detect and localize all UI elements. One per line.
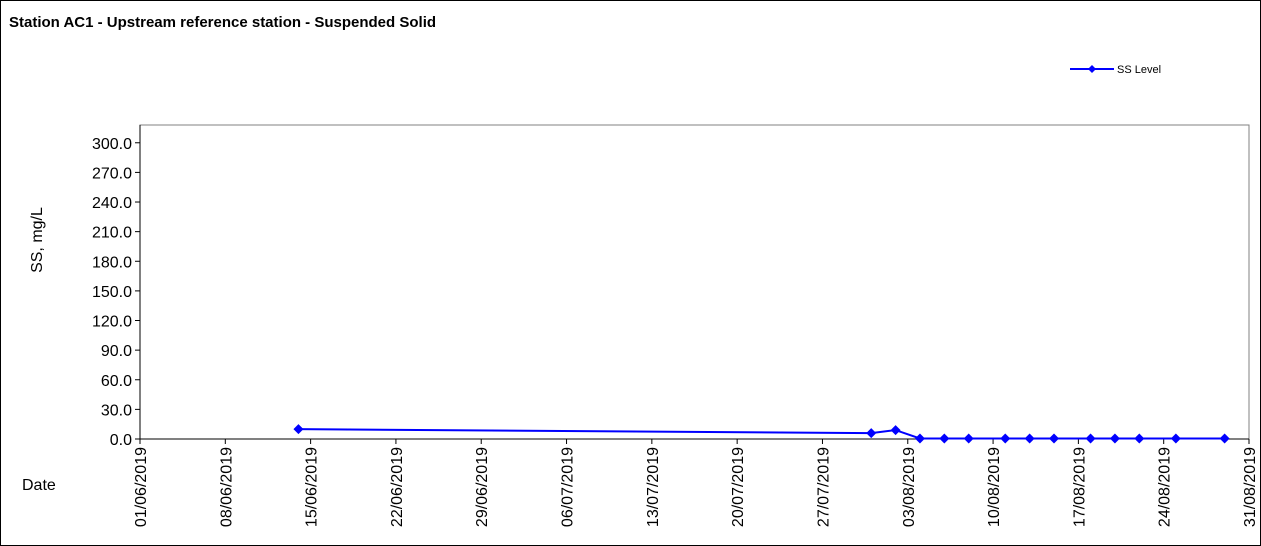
x-tick-label: 22/06/2019	[389, 447, 406, 527]
x-tick-label: 08/06/2019	[218, 447, 235, 527]
x-tick-label: 31/08/2019	[1242, 447, 1259, 527]
data-point	[1085, 433, 1096, 444]
data-point	[1000, 433, 1011, 444]
x-tick-label: 01/06/2019	[133, 447, 150, 527]
x-tick-label: 03/08/2019	[901, 447, 918, 527]
y-tick-label: 180.0	[92, 254, 132, 271]
data-point	[1109, 433, 1120, 444]
x-tick-label: 17/08/2019	[1071, 447, 1088, 527]
x-axis-label: Date	[22, 477, 56, 494]
x-tick-label: 13/07/2019	[645, 447, 662, 527]
data-point	[866, 428, 877, 439]
y-tick-label: 120.0	[92, 314, 132, 331]
y-tick-label: 60.0	[101, 373, 132, 390]
data-point	[1049, 433, 1060, 444]
data-point	[890, 425, 901, 436]
y-tick-label: 300.0	[92, 136, 132, 153]
x-tick-label: 29/06/2019	[474, 447, 491, 527]
x-tick-label: 27/07/2019	[815, 447, 832, 527]
data-point	[1024, 433, 1035, 444]
chart-title: Station AC1 - Upstream reference station…	[9, 14, 436, 31]
y-tick-label: 210.0	[92, 225, 132, 242]
data-point	[914, 433, 925, 444]
y-tick-label: 240.0	[92, 195, 132, 212]
y-tick-label: 270.0	[92, 165, 132, 182]
legend-label: SS Level	[1117, 64, 1161, 76]
data-point	[963, 433, 974, 444]
y-tick-label: 0.0	[110, 432, 132, 449]
y-tick-label: 30.0	[101, 402, 132, 419]
legend-marker	[1088, 65, 1096, 73]
data-point	[293, 424, 304, 435]
x-tick-label: 06/07/2019	[560, 447, 577, 527]
x-tick-label: 15/06/2019	[304, 447, 321, 527]
x-tick-label: 10/08/2019	[986, 447, 1003, 527]
x-tick-label: 24/08/2019	[1157, 447, 1174, 527]
data-point	[1219, 433, 1230, 444]
y-tick-label: 90.0	[101, 343, 132, 360]
data-point	[939, 433, 950, 444]
plot-area	[139, 124, 1250, 440]
data-point	[1170, 433, 1181, 444]
y-axis-label: SS, mg/L	[29, 207, 46, 273]
y-tick-label: 150.0	[92, 284, 132, 301]
data-point	[1134, 433, 1145, 444]
x-tick-label: 20/07/2019	[730, 447, 747, 527]
